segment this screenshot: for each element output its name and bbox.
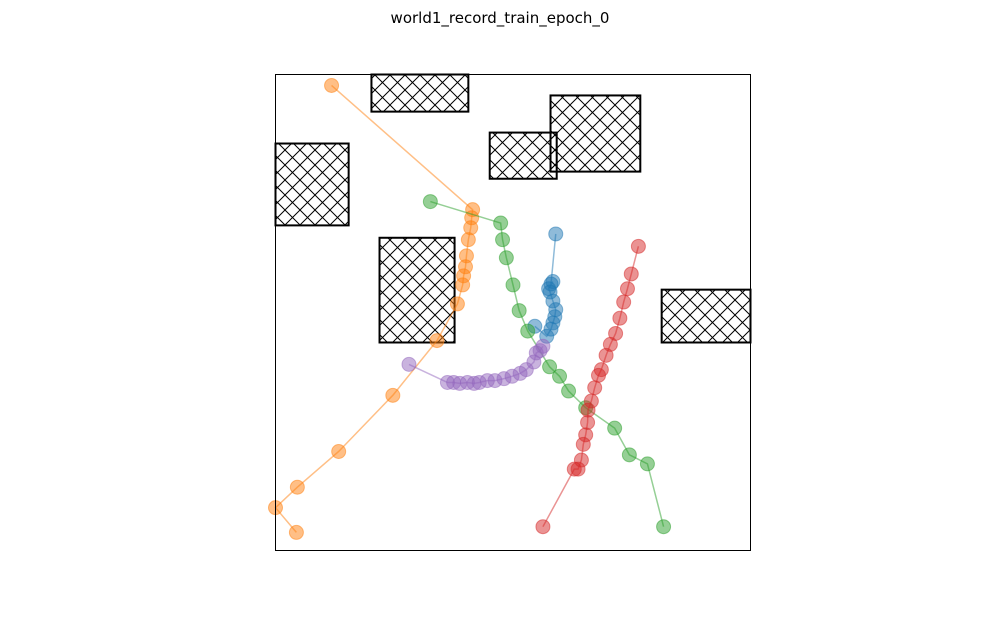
obstacle-6 — [660, 288, 752, 344]
series-5 — [401, 338, 551, 391]
obstacle-5 — [378, 236, 456, 344]
series-4-point-2 — [623, 266, 639, 282]
series-3-point-4 — [498, 250, 514, 266]
obstacle-2 — [274, 142, 350, 227]
obstacle-1 — [370, 73, 470, 113]
series-3-point-3 — [495, 232, 511, 248]
series-4-point-1 — [630, 238, 646, 254]
series-4-point-16 — [575, 436, 591, 452]
series-3-point-5 — [505, 277, 521, 293]
series-2 — [268, 77, 481, 540]
series-2-point-1 — [324, 77, 340, 93]
series-2-point-11 — [429, 333, 445, 349]
series-1 — [527, 226, 564, 344]
series-2-point-5 — [460, 232, 476, 248]
series-4 — [535, 238, 646, 535]
series-2-point-14 — [289, 479, 305, 495]
series-3-point-13 — [621, 447, 637, 463]
series-4-point-14 — [580, 414, 596, 430]
series-3-point-10 — [561, 383, 577, 399]
obstacle-3 — [488, 131, 558, 180]
series-3-point-8 — [542, 359, 558, 375]
series-4-point-4 — [616, 294, 632, 310]
series-4-point-20 — [535, 519, 551, 535]
series-2-point-9 — [455, 277, 471, 293]
series-4-point-10 — [591, 367, 606, 383]
series-4-point-8 — [598, 347, 614, 363]
chart-title: world1_record_train_epoch_0 — [390, 9, 610, 27]
series-5-point-17 — [535, 338, 551, 354]
plot-frame — [275, 74, 751, 551]
series-2-point-13 — [331, 443, 347, 459]
series-4-point-19 — [566, 461, 582, 477]
series-5-point-1 — [401, 356, 417, 372]
series-3-point-9 — [552, 368, 568, 384]
series-1-point-1 — [548, 226, 564, 242]
obstacle-4 — [549, 94, 642, 173]
series-2-point-16 — [288, 524, 304, 540]
series-3-point-15 — [656, 519, 672, 535]
series-layer — [268, 77, 672, 540]
series-3-point-14 — [639, 456, 655, 472]
series-3-point-7 — [520, 323, 536, 339]
series-3-point-2 — [493, 215, 509, 231]
series-3-point-6 — [511, 303, 527, 319]
series-4-point-5 — [612, 310, 628, 326]
series-4-point-11 — [587, 380, 603, 396]
series-3-point-1 — [422, 194, 438, 210]
obstacles-layer — [274, 73, 752, 344]
series-3-point-12 — [607, 420, 623, 436]
series-2-point-10 — [449, 296, 465, 312]
series-4-point-3 — [619, 281, 635, 297]
series-2-point-12 — [385, 387, 401, 403]
